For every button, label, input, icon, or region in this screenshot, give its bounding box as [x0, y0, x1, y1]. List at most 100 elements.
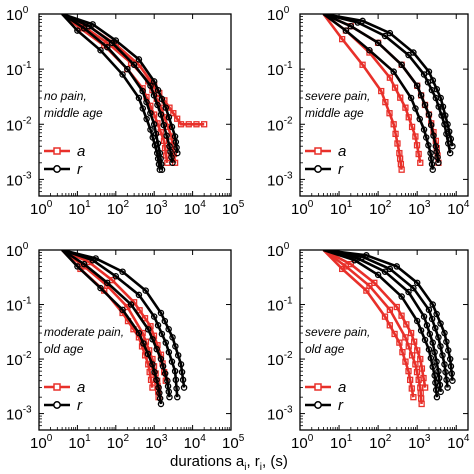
x-tick-label: 103 — [408, 199, 431, 218]
y-tick-label: 10-2 — [6, 115, 32, 134]
marker-r — [162, 339, 170, 346]
legend-label-a: a — [77, 143, 85, 160]
marker-a — [411, 338, 418, 345]
marker-r — [142, 287, 149, 294]
legend-entry-a: a — [305, 143, 346, 160]
marker-r — [168, 123, 176, 131]
marker-r — [130, 61, 138, 69]
marker-r — [160, 121, 168, 129]
marker-r — [431, 372, 438, 379]
marker-a — [410, 394, 417, 401]
marker-r — [405, 288, 412, 296]
marker-a — [386, 322, 393, 329]
marker-a — [193, 121, 200, 128]
marker-r — [149, 134, 156, 141]
marker-a — [390, 121, 397, 128]
marker-a — [412, 133, 419, 140]
marker-r — [158, 95, 166, 103]
marker-r — [119, 71, 126, 78]
y-tick-label: 10-2 — [267, 115, 293, 134]
marker-r — [179, 376, 187, 384]
marker-r — [342, 27, 350, 34]
x-tick-label: 102 — [107, 433, 130, 452]
x-tick-label: 104 — [184, 199, 207, 218]
y-tick-label: 10-3 — [6, 405, 32, 424]
marker-r — [439, 103, 447, 110]
marker-r — [420, 71, 428, 78]
marker-a — [405, 368, 412, 375]
marker-r — [426, 330, 434, 338]
panel-annotation: middle age — [44, 106, 103, 120]
series-r-curve — [323, 250, 449, 388]
marker-r — [147, 82, 154, 89]
marker-a — [391, 84, 399, 91]
marker-r — [139, 87, 146, 95]
marker-r — [173, 385, 180, 392]
marker-r — [127, 301, 135, 308]
plot-area — [61, 250, 188, 408]
marker-r — [165, 114, 173, 121]
marker-a — [406, 376, 414, 383]
y-tick-label: 10-3 — [267, 170, 293, 189]
x-tick-label: 102 — [107, 199, 130, 218]
marker-r — [165, 325, 172, 333]
marker-a — [417, 355, 424, 363]
legend-label-a: a — [77, 379, 85, 396]
plot-area — [322, 250, 456, 408]
marker-r — [168, 358, 176, 365]
marker-r — [443, 376, 450, 384]
legend-entry-r: r — [44, 397, 83, 414]
y-tick-label: 10-1 — [6, 296, 32, 315]
marker-r — [425, 68, 433, 75]
marker-a — [171, 159, 179, 166]
marker-r — [135, 56, 143, 63]
x-tick-label: 101 — [330, 199, 353, 218]
marker-r — [381, 32, 389, 40]
marker-r — [119, 306, 126, 314]
legend-marker-r — [314, 401, 322, 409]
marker-r — [407, 94, 415, 102]
series-r — [61, 250, 188, 408]
marker-a — [145, 361, 152, 368]
x-tick-label: 101 — [330, 433, 353, 452]
marker-a — [386, 306, 394, 313]
x-tick-label: 104 — [184, 433, 207, 452]
marker-a — [382, 98, 389, 106]
x-tick-label: 100 — [30, 199, 53, 218]
x-tick-label: 100 — [30, 433, 53, 452]
marker-a — [394, 140, 401, 147]
marker-a — [397, 94, 404, 101]
marker-r — [172, 376, 180, 384]
x-tick-label: 101 — [68, 199, 91, 218]
marker-r — [439, 352, 446, 359]
marker-r — [413, 317, 421, 325]
marker-r — [177, 361, 185, 368]
series-r — [61, 14, 181, 173]
series-a-curve — [322, 250, 423, 405]
marker-r — [428, 315, 436, 323]
marker-r — [421, 101, 429, 109]
plot-area — [322, 14, 456, 173]
marker-r — [150, 92, 158, 99]
marker-r — [417, 92, 425, 99]
legend-label-r: r — [338, 397, 344, 414]
marker-r — [449, 142, 456, 150]
marker-r — [161, 317, 169, 325]
panel-annotation: moderate pain, — [44, 325, 124, 339]
y-tick-label: 10-1 — [267, 296, 293, 315]
series-r-curve — [61, 14, 179, 154]
marker-r — [390, 68, 397, 75]
marker-r — [405, 51, 412, 59]
series-r-curve — [61, 250, 171, 398]
series-r-curve — [323, 250, 442, 393]
marker-r — [427, 121, 435, 129]
marker-r — [425, 142, 432, 149]
marker-r — [159, 363, 167, 370]
marker-r — [433, 85, 441, 93]
marker-a — [418, 365, 426, 372]
marker-r — [432, 386, 440, 394]
marker-r — [135, 94, 143, 102]
panel-annotation: old age — [44, 342, 84, 356]
marker-r — [410, 284, 417, 292]
marker-r — [351, 256, 358, 264]
